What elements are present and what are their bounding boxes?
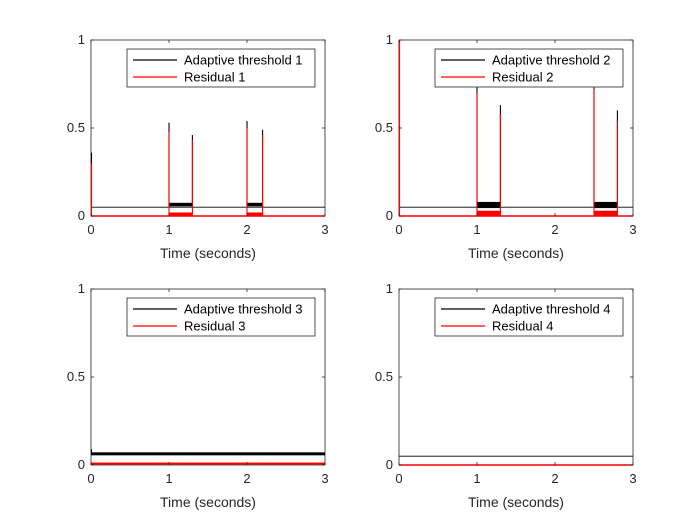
legend: Adaptive threshold 2 Residual 2 (434, 48, 624, 88)
x-tick-label: 3 (629, 471, 636, 486)
series-band (477, 201, 501, 209)
x-tick-label: 0 (87, 471, 94, 486)
legend-label: Adaptive threshold 3 (184, 302, 303, 317)
legend-box (126, 297, 316, 337)
series-1 (90, 449, 325, 456)
legend-label: Residual 3 (184, 319, 245, 334)
legend-box (434, 48, 624, 88)
x-tick-label: 1 (165, 222, 172, 237)
legend-box (434, 297, 624, 337)
x-tick-label: 3 (629, 222, 636, 237)
x-axis-label: Time (seconds) (468, 245, 564, 261)
x-tick-label: 2 (243, 471, 250, 486)
series-band (91, 452, 325, 456)
y-tick-label: 0 (386, 208, 393, 223)
y-tick-label: 1 (78, 32, 85, 47)
series-band (247, 212, 263, 216)
series-band (247, 202, 263, 207)
series-2 (91, 462, 325, 465)
series-band (594, 210, 618, 216)
y-tick-label: 0 (78, 208, 85, 223)
x-tick-label: 0 (395, 222, 402, 237)
x-tick-label: 3 (321, 222, 328, 237)
subplot-3: 0 1 2 3 0 0.5 1 Time (seconds) Adaptive threshol… (67, 281, 329, 510)
y-tick-label: 0.5 (375, 120, 393, 135)
legend: Adaptive threshold 4 Residual 4 (434, 297, 624, 337)
x-tick-label: 2 (551, 471, 558, 486)
series-2 (90, 128, 325, 217)
x-axis-label: Time (seconds) (160, 245, 256, 261)
legend: Adaptive threshold 3 Residual 3 (126, 297, 316, 337)
y-tick-label: 1 (386, 32, 393, 47)
x-tick-label: 1 (473, 222, 480, 237)
series-band (594, 201, 618, 209)
y-tick-label: 0 (78, 457, 85, 472)
x-tick-label: 3 (321, 471, 328, 486)
subplot-2: 0 1 2 3 0 0.5 1 Time (seconds) Adaptive threshol… (375, 32, 637, 261)
series-band (169, 212, 193, 216)
x-tick-label: 2 (551, 222, 558, 237)
legend-label: Adaptive threshold 4 (492, 302, 611, 317)
legend-label: Residual 4 (492, 319, 553, 334)
legend-box (126, 48, 316, 88)
series-band (169, 202, 193, 207)
x-tick-label: 2 (243, 222, 250, 237)
x-axis-label: Time (seconds) (468, 494, 564, 510)
legend-label: Residual 2 (492, 70, 553, 85)
y-tick-label: 0 (386, 457, 393, 472)
subplot-4: 0 1 2 3 0 0.5 1 Time (seconds) Adaptive threshol… (375, 281, 637, 510)
y-tick-label: 1 (78, 281, 85, 296)
x-tick-label: 0 (395, 471, 402, 486)
y-tick-label: 0.5 (375, 369, 393, 384)
x-tick-label: 0 (87, 222, 94, 237)
series-band (91, 462, 325, 465)
x-tick-label: 1 (165, 471, 172, 486)
y-tick-label: 0.5 (67, 120, 85, 135)
series-band (477, 210, 501, 216)
legend-label: Adaptive threshold 2 (492, 53, 611, 68)
legend: Adaptive threshold 1 Residual 1 (126, 48, 316, 88)
x-axis-label: Time (seconds) (160, 494, 256, 510)
y-tick-label: 0.5 (67, 369, 85, 384)
x-tick-label: 1 (473, 471, 480, 486)
series-2 (398, 40, 633, 217)
y-tick-label: 1 (386, 281, 393, 296)
legend-label: Residual 1 (184, 70, 245, 85)
legend-label: Adaptive threshold 1 (184, 53, 303, 68)
subplot-1: 0 1 2 3 0 0.5 1 Time (seconds) Adaptive threshol… (67, 32, 329, 261)
